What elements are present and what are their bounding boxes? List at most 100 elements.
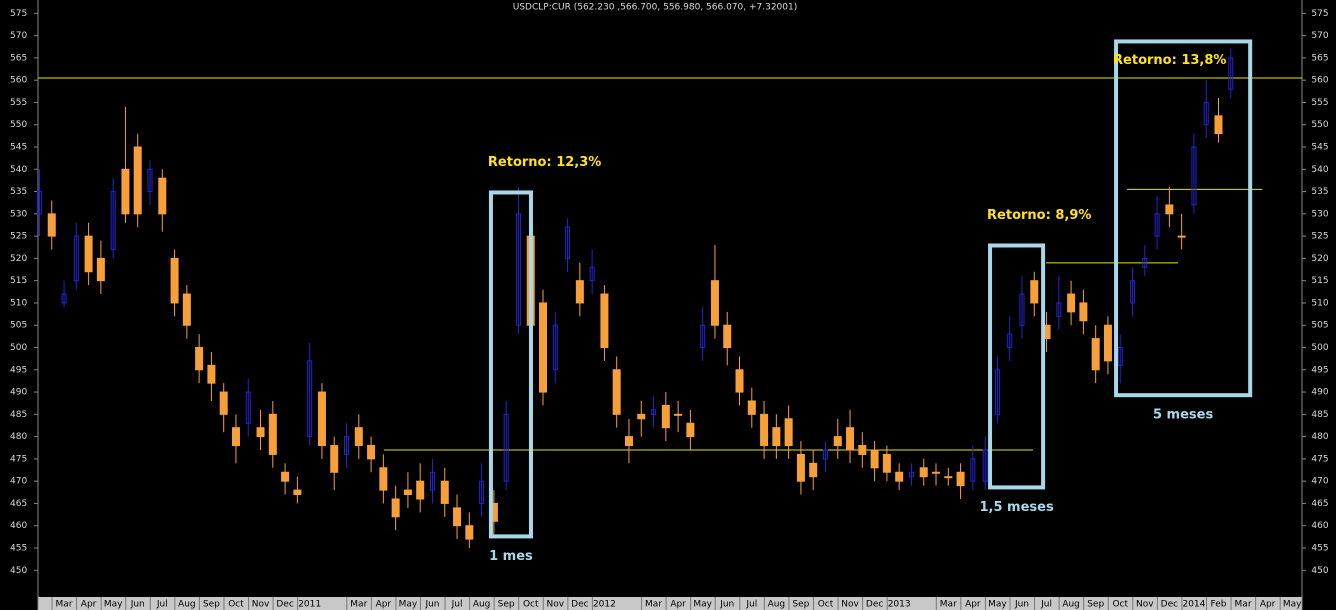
candle-body [1117, 347, 1123, 366]
y-tick-label: 560 [10, 76, 27, 86]
candle-body [245, 391, 251, 424]
candle-body [36, 191, 42, 215]
y-tick-label: 565 [1311, 53, 1328, 63]
y-tick-label: 485 [10, 410, 27, 420]
candle-body [182, 293, 191, 326]
x-tick-label: Jun [130, 600, 145, 610]
candle-body [61, 293, 67, 304]
y-tick-label: 465 [10, 499, 27, 509]
x-tick-label: May [1283, 600, 1302, 610]
candle-body [895, 471, 904, 482]
candle-body [344, 436, 350, 455]
candle-body [158, 177, 167, 215]
y-tick-label: 450 [10, 566, 27, 576]
y-tick-label: 535 [1311, 187, 1328, 197]
y-tick-label: 550 [10, 120, 27, 130]
y-tick-label: 465 [1311, 499, 1328, 509]
x-tick-label: Sep [498, 600, 515, 610]
candle-body [121, 168, 130, 215]
candle-body [637, 413, 646, 420]
candle-body [882, 453, 891, 473]
return-label: Retorno: 12,3% [488, 155, 601, 170]
candle-body [403, 489, 412, 496]
candle-body [1091, 338, 1100, 371]
candle-body [1154, 213, 1160, 237]
y-tick-label: 525 [1311, 232, 1328, 242]
annotation-box [1114, 39, 1253, 398]
candle-body [612, 369, 621, 415]
y-tick-label: 480 [1311, 432, 1328, 442]
candle-body [600, 293, 609, 349]
x-tick-label: Aug [473, 600, 491, 610]
candle-body [760, 413, 769, 447]
y-tick-label: 535 [10, 187, 27, 197]
candle-body [256, 427, 265, 438]
y-tick-label: 490 [1311, 388, 1328, 398]
y-tick-label: 570 [10, 31, 27, 41]
candle-body [1191, 146, 1197, 206]
x-tick-label: May [104, 600, 123, 610]
return-label: Retorno: 13,8% [1113, 53, 1226, 68]
candle-body [1203, 101, 1209, 126]
candle-body [982, 449, 988, 482]
y-tick-label: 450 [1311, 566, 1328, 576]
y-tick-label: 475 [1311, 454, 1328, 464]
x-tick-label: Apr [81, 600, 97, 610]
y-tick-label: 545 [10, 143, 27, 153]
y-tick-label: 515 [1311, 276, 1328, 286]
x-tick-label: 2012 [593, 600, 616, 610]
candle-body [268, 413, 277, 455]
x-tick-label: Dec [1161, 600, 1178, 610]
candle-body [674, 413, 683, 416]
annotation-label: 5 meses [1153, 408, 1213, 423]
candle-body [932, 471, 941, 474]
x-tick-label: Jul [451, 600, 463, 610]
x-tick-label: Aug [178, 600, 196, 610]
y-tick-label: 495 [1311, 365, 1328, 375]
y-tick-label: 545 [1311, 143, 1328, 153]
y-tick-label: 480 [10, 432, 27, 442]
candle-body [1214, 115, 1223, 135]
x-tick-label: Apr [670, 600, 686, 610]
y-tick-label: 520 [1311, 254, 1328, 264]
y-tick-label: 575 [1311, 9, 1328, 19]
y-tick-label: 500 [10, 343, 27, 353]
candle-body [970, 458, 976, 482]
y-tick-label: 455 [10, 543, 27, 553]
candle-body [796, 453, 805, 482]
x-tick-label: Mar [350, 600, 367, 610]
y-tick-label: 455 [1311, 543, 1328, 553]
x-tick-label: Dec [866, 600, 883, 610]
candle-body [1067, 293, 1076, 313]
x-tick-label: Apr [1260, 600, 1276, 610]
candle-body [651, 409, 657, 415]
y-tick-label: 470 [1311, 477, 1328, 487]
candle-body [858, 445, 867, 455]
candle-body [133, 146, 142, 215]
y-tick-label: 505 [1311, 321, 1328, 331]
chart-title: USDCLP:CUR (562.230 ,566.700, 556.980, 5… [513, 3, 798, 13]
y-tick-label: 510 [1311, 298, 1328, 308]
y-tick-label: 555 [10, 98, 27, 108]
x-tick-label: Mar [1235, 600, 1252, 610]
candle-body [1019, 293, 1025, 326]
candle-body [1177, 235, 1186, 238]
y-tick-label: 510 [10, 298, 27, 308]
candle-body [686, 422, 695, 438]
candle-body [956, 471, 965, 487]
x-tick-label: Nov [841, 600, 859, 610]
x-tick-label: 2011 [298, 600, 321, 610]
y-tick-label: 525 [10, 232, 27, 242]
candle-body [710, 280, 719, 326]
x-tick-label: 2014 [1182, 600, 1205, 610]
candle-body [219, 391, 228, 415]
candle-body [440, 480, 449, 504]
candle-body [919, 467, 928, 478]
candle-body [1103, 324, 1112, 362]
candle-body [552, 324, 558, 371]
annotation-label: 1,5 meses [979, 500, 1053, 515]
candle-body [661, 404, 670, 429]
x-tick-label: Oct [228, 600, 244, 610]
y-tick-label: 485 [1311, 410, 1328, 420]
candle-body [944, 476, 953, 479]
